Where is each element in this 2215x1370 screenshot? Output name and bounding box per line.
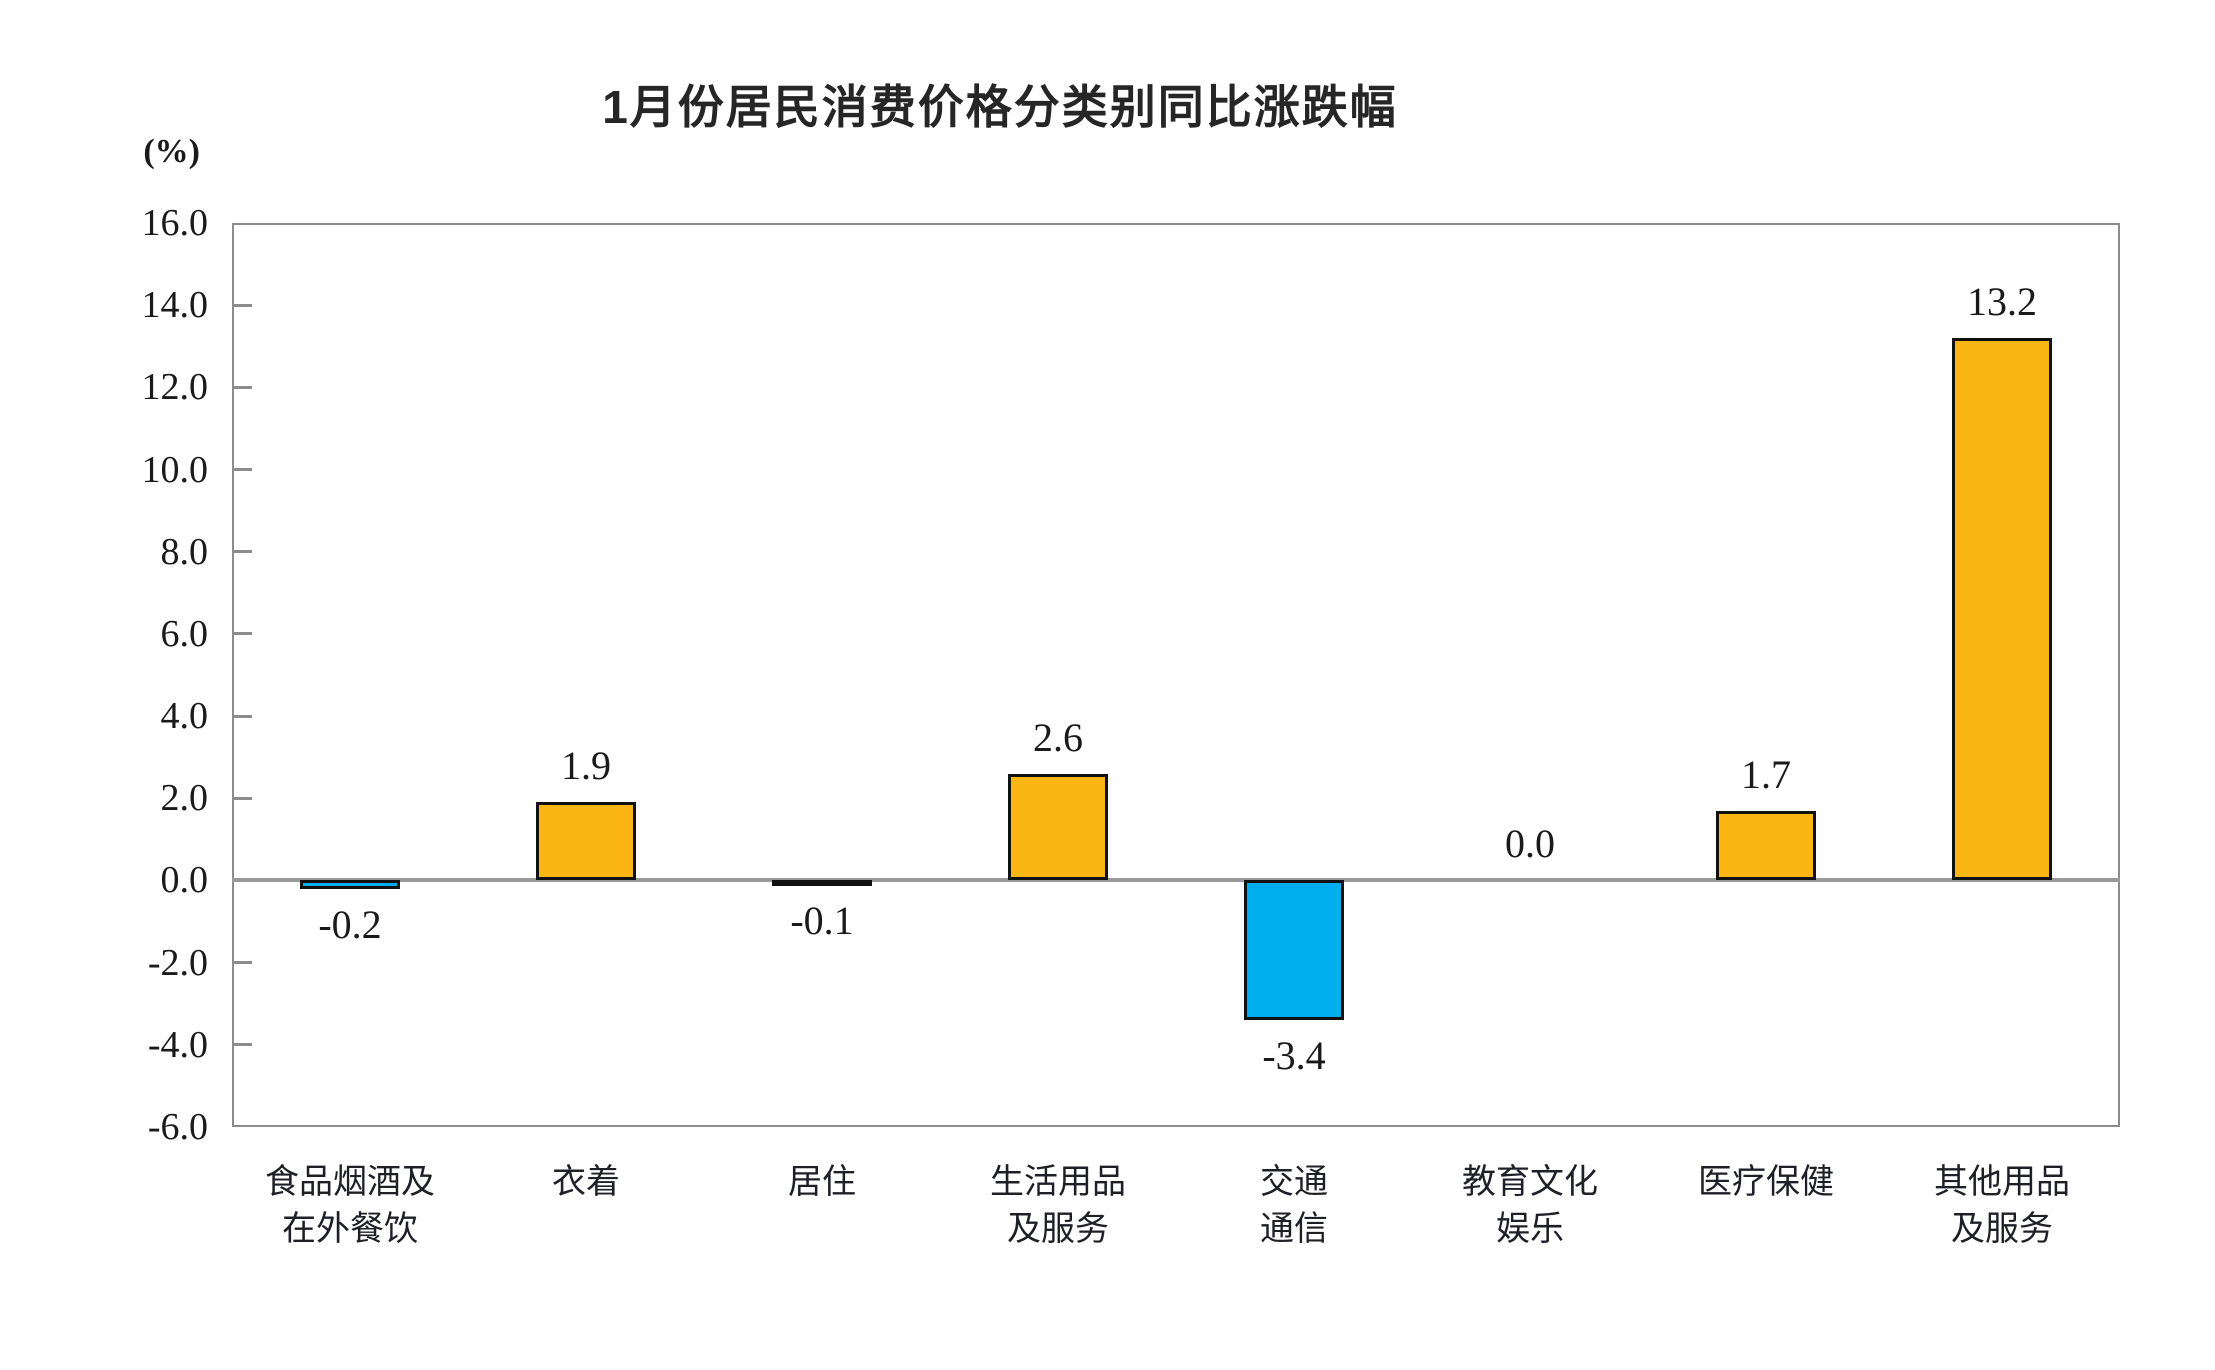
y-tick [232, 550, 252, 554]
y-tick [232, 961, 252, 965]
value-label: -0.2 [318, 901, 382, 947]
y-tick-label: 8.0 [160, 530, 209, 573]
bar [1716, 810, 1816, 881]
zero-line [232, 878, 2120, 883]
y-tick-label: 2.0 [160, 777, 209, 820]
y-tick-label: -6.0 [147, 1106, 208, 1148]
value-label: 0.0 [1505, 821, 1555, 867]
bar [772, 880, 872, 887]
chart-title: 1月份居民消费价格分类别同比涨跌幅 [602, 81, 1398, 133]
y-tick-label: 14.0 [141, 284, 209, 327]
category-label: 教育文化 娱乐 [1462, 1164, 1598, 1248]
y-tick-label: 10.0 [141, 448, 209, 491]
value-label: -0.1 [790, 897, 854, 943]
y-tick-label: 12.0 [141, 366, 209, 409]
y-tick [232, 632, 252, 636]
y-tick [232, 468, 252, 472]
y-tick-label: -2.0 [147, 941, 208, 984]
category-label: 衣着 [552, 1164, 620, 1201]
y-tick-label: 4.0 [160, 695, 209, 738]
value-label: 13.2 [1967, 279, 2037, 325]
category-label: 其他用品 及服务 [1934, 1164, 2070, 1248]
value-label: 2.6 [1033, 714, 1083, 760]
bar [1244, 880, 1344, 1021]
plot-area [232, 223, 2120, 1127]
bar [536, 802, 636, 881]
y-tick [232, 303, 252, 307]
y-tick [232, 796, 252, 800]
value-label: -3.4 [1262, 1033, 1326, 1079]
y-tick-label: 0.0 [160, 859, 209, 902]
value-label: 1.7 [1741, 751, 1791, 797]
y-tick [232, 714, 252, 718]
bar [1952, 338, 2052, 881]
bar [300, 880, 400, 889]
category-label: 生活用品 及服务 [990, 1164, 1126, 1248]
y-tick-label: 16.0 [141, 202, 209, 244]
bar [1008, 773, 1108, 881]
y-tick [232, 385, 252, 389]
category-label: 医疗保健 [1698, 1164, 1834, 1201]
category-label: 食品烟酒及 在外餐饮 [265, 1164, 435, 1248]
y-tick [232, 1043, 252, 1047]
category-label: 居住 [788, 1164, 856, 1201]
value-label: 1.9 [561, 743, 611, 789]
category-label: 交通 通信 [1260, 1164, 1328, 1248]
y-tick-label: -4.0 [147, 1023, 208, 1066]
y-tick-label: 6.0 [160, 612, 209, 655]
y-axis-unit-label: (%) [143, 133, 200, 170]
